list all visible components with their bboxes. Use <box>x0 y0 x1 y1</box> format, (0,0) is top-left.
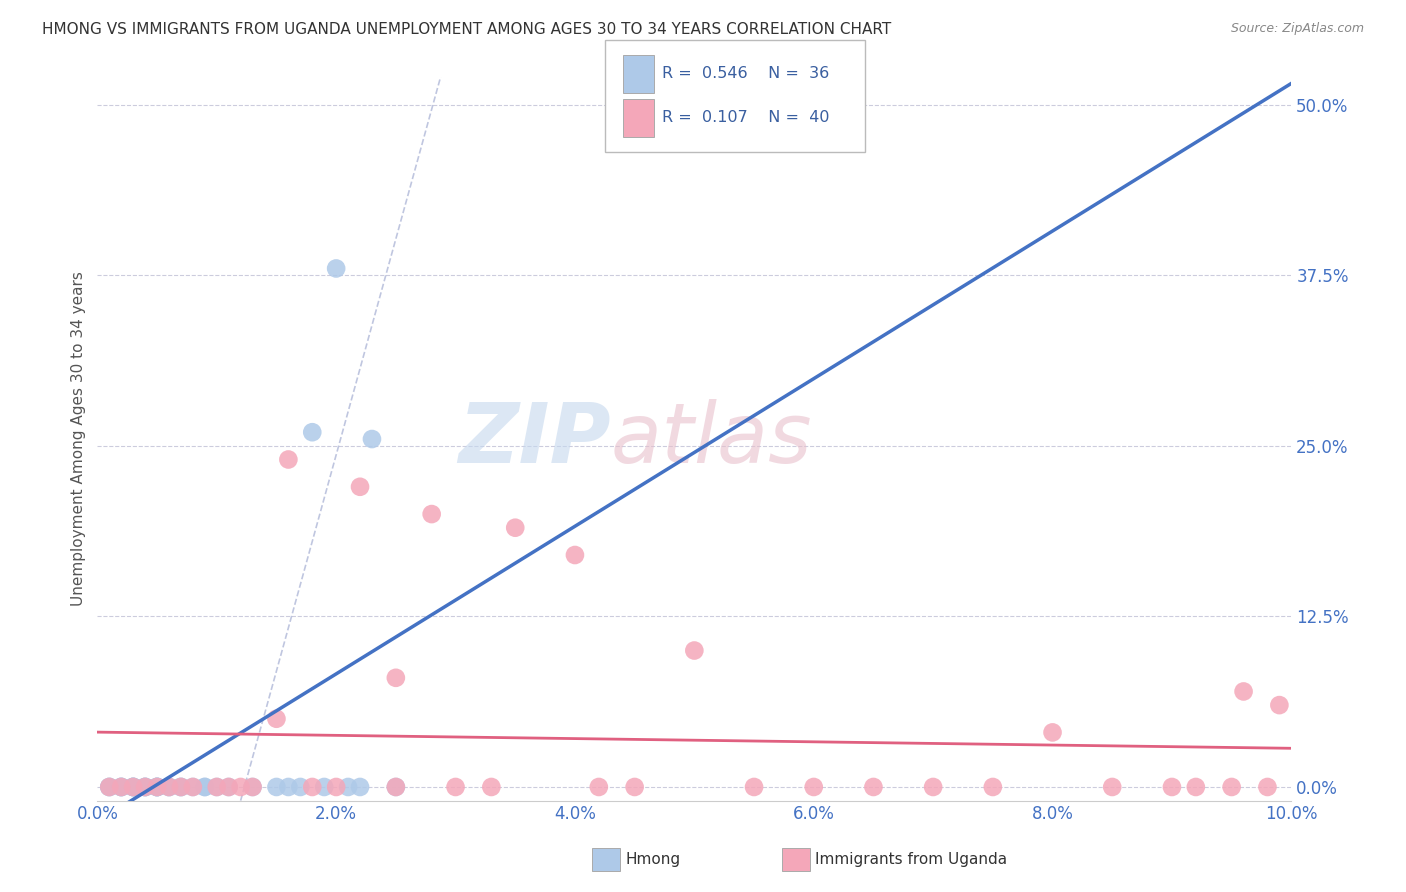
Point <box>134 780 156 794</box>
Text: HMONG VS IMMIGRANTS FROM UGANDA UNEMPLOYMENT AMONG AGES 30 TO 34 YEARS CORRELATI: HMONG VS IMMIGRANTS FROM UGANDA UNEMPLOY… <box>42 22 891 37</box>
Point <box>325 261 347 276</box>
Point <box>564 548 586 562</box>
Text: Hmong: Hmong <box>626 853 681 867</box>
Point <box>122 780 145 794</box>
Point <box>170 780 193 794</box>
Point <box>134 780 156 794</box>
Point <box>181 780 204 794</box>
Point <box>337 780 360 794</box>
Point <box>110 780 132 794</box>
Point <box>170 780 193 794</box>
Point <box>194 780 217 794</box>
Point <box>266 712 288 726</box>
Point <box>146 780 169 794</box>
Point <box>242 780 264 794</box>
Point <box>623 780 645 794</box>
Text: R =  0.107    N =  40: R = 0.107 N = 40 <box>662 111 830 126</box>
Point <box>146 780 169 794</box>
Text: R =  0.546    N =  36: R = 0.546 N = 36 <box>662 66 830 81</box>
Point <box>361 432 384 446</box>
Point <box>325 780 347 794</box>
Point <box>1161 780 1184 794</box>
Point <box>349 780 371 794</box>
Point <box>742 780 765 794</box>
Point <box>301 780 323 794</box>
Point <box>122 780 145 794</box>
Point <box>98 780 121 794</box>
Text: ZIP: ZIP <box>458 399 610 480</box>
Point <box>205 780 228 794</box>
Point <box>588 780 610 794</box>
Point <box>146 780 169 794</box>
Point <box>314 780 336 794</box>
Y-axis label: Unemployment Among Ages 30 to 34 years: Unemployment Among Ages 30 to 34 years <box>72 271 86 607</box>
Point <box>194 780 217 794</box>
Point <box>98 780 121 794</box>
Point <box>134 780 156 794</box>
Point <box>122 780 145 794</box>
Point <box>146 780 169 794</box>
Point <box>242 780 264 794</box>
Point <box>981 780 1004 794</box>
Point <box>301 425 323 440</box>
Point <box>503 521 526 535</box>
Point <box>803 780 825 794</box>
Point <box>479 780 502 794</box>
Text: atlas: atlas <box>610 399 813 480</box>
Point <box>205 780 228 794</box>
Point <box>1268 698 1291 712</box>
Point <box>1042 725 1064 739</box>
Point <box>1101 780 1123 794</box>
Point <box>170 780 193 794</box>
Point <box>385 671 408 685</box>
Text: Immigrants from Uganda: Immigrants from Uganda <box>815 853 1008 867</box>
Point <box>134 780 156 794</box>
Point <box>862 780 884 794</box>
Point <box>385 780 408 794</box>
Point <box>157 780 180 794</box>
Point <box>349 480 371 494</box>
Point <box>922 780 945 794</box>
Point <box>157 780 180 794</box>
Point <box>277 780 299 794</box>
Point <box>277 452 299 467</box>
Point <box>110 780 132 794</box>
Point <box>218 780 240 794</box>
Point <box>1220 780 1243 794</box>
Point <box>444 780 467 794</box>
Point <box>157 780 180 794</box>
Point <box>290 780 312 794</box>
Point <box>110 780 132 794</box>
Point <box>122 780 145 794</box>
Point <box>1185 780 1208 794</box>
Point <box>122 780 145 794</box>
Point <box>266 780 288 794</box>
Point <box>1256 780 1278 794</box>
Text: Source: ZipAtlas.com: Source: ZipAtlas.com <box>1230 22 1364 36</box>
Point <box>420 507 443 521</box>
Point <box>385 780 408 794</box>
Point <box>683 643 706 657</box>
Point <box>1232 684 1254 698</box>
Point <box>218 780 240 794</box>
Point <box>146 780 169 794</box>
Point <box>229 780 252 794</box>
Point <box>98 780 121 794</box>
Point <box>110 780 132 794</box>
Point <box>181 780 204 794</box>
